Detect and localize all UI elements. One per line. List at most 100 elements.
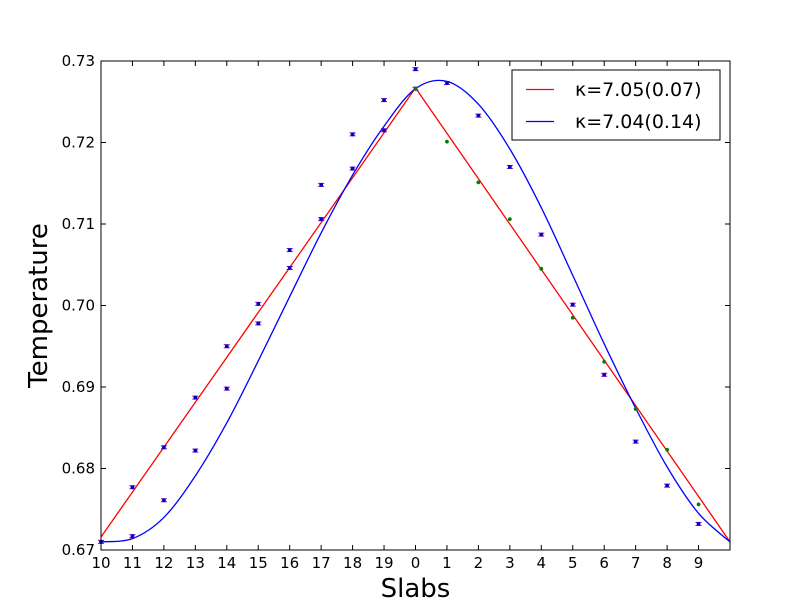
marker (224, 344, 229, 349)
data-point (129, 534, 136, 539)
legend-box (511, 69, 721, 141)
marker (413, 67, 418, 72)
x-tick-label: 2 (474, 554, 484, 572)
marker (602, 372, 607, 377)
data-point (475, 113, 482, 118)
data-point (192, 395, 199, 400)
x-tick-label: 14 (217, 554, 236, 572)
marker (445, 81, 449, 85)
data-point (664, 483, 671, 488)
x-tick-label: 8 (662, 554, 672, 572)
data-point (223, 386, 230, 391)
x-tick-label: 11 (123, 554, 142, 572)
data-point (192, 448, 199, 453)
y-tick-label: 0.67 (62, 541, 95, 559)
x-tick-label: 18 (343, 554, 362, 572)
data-point (539, 266, 544, 271)
marker (162, 445, 166, 450)
marker (633, 407, 638, 411)
data-point (381, 128, 388, 133)
marker (256, 301, 261, 306)
marker (570, 315, 575, 320)
x-tick-label: 5 (568, 554, 578, 572)
x-tick-label: 10 (91, 554, 110, 572)
legend-label-blue: κ=7.04(0.14) (575, 111, 702, 133)
marker (633, 439, 638, 444)
y-tick-label: 0.72 (62, 134, 95, 152)
marker (350, 132, 355, 137)
data-point (255, 321, 262, 326)
data-point (445, 139, 449, 144)
x-tick-label: 13 (186, 554, 205, 572)
ticks-layer: 10 11 12 13 14 15 16 17 18 19 0 1 2 3 4 5 6 7 8 90.670.680.… (62, 52, 730, 572)
data-point (318, 182, 325, 187)
data-point (602, 359, 607, 364)
marker (319, 182, 324, 187)
x-tick-label: 0 (411, 554, 421, 572)
marker (665, 483, 669, 488)
data-point (696, 502, 701, 507)
data-point (318, 217, 325, 222)
y-axis-title: Temperature (24, 223, 54, 389)
y-tick-label: 0.71 (62, 215, 95, 233)
marker (130, 534, 135, 539)
marker (382, 98, 386, 103)
data-point (633, 407, 638, 411)
data-point (570, 315, 575, 320)
data-point (412, 67, 419, 72)
marker (476, 180, 481, 185)
marker (570, 302, 575, 307)
data-point (507, 217, 512, 222)
x-tick-label: 17 (312, 554, 331, 572)
marker (130, 485, 135, 490)
legend-label-red: κ=7.05(0.07) (575, 79, 702, 101)
data-point (538, 232, 545, 237)
marker (350, 166, 355, 171)
marker (476, 113, 481, 118)
marker (287, 248, 292, 252)
y-tick-label: 0.69 (62, 378, 95, 396)
marker (382, 128, 386, 133)
data-point (665, 447, 669, 452)
x-tick-label: 15 (249, 554, 268, 572)
legend: κ=7.05(0.07) κ=7.04(0.14) (511, 69, 721, 141)
data-point (255, 301, 262, 306)
marker (696, 502, 701, 507)
data-point (601, 372, 608, 377)
marker (193, 395, 198, 400)
marker (287, 266, 292, 270)
marker (193, 448, 198, 453)
plot-area (101, 61, 730, 550)
data-point (160, 498, 167, 503)
data-point (349, 166, 356, 171)
x-tick-label: 3 (505, 554, 515, 572)
marker (665, 447, 669, 452)
data-point (286, 266, 293, 271)
y-tick-label: 0.68 (62, 460, 95, 478)
marker (602, 359, 607, 364)
x-axis-title: Slabs (381, 574, 451, 604)
data-point (443, 81, 450, 86)
y-tick-label: 0.73 (62, 52, 95, 70)
data-point (223, 344, 230, 349)
x-tick-label: 16 (280, 554, 299, 572)
marker (539, 232, 544, 237)
marker (507, 217, 512, 222)
data-point (413, 86, 418, 91)
x-tick-label: 4 (537, 554, 547, 572)
data-point (695, 521, 702, 526)
data-point (632, 439, 639, 444)
data-point (569, 302, 576, 307)
x-tick-label: 6 (599, 554, 609, 572)
x-tick-label: 12 (154, 554, 173, 572)
marker (256, 321, 261, 326)
marker (507, 165, 512, 169)
marker (696, 522, 701, 526)
y-tick-label: 0.70 (62, 297, 95, 315)
data-point (381, 98, 388, 103)
marker (445, 139, 449, 144)
marker (539, 266, 544, 271)
marker (413, 86, 418, 91)
data-point (129, 485, 136, 490)
